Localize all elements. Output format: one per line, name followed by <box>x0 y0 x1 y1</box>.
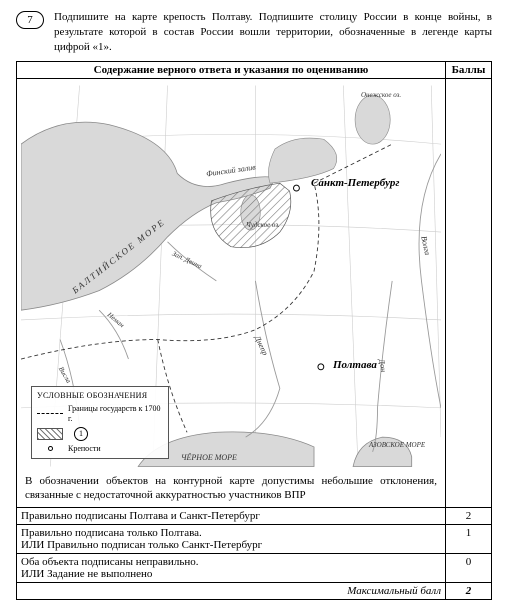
header-score: Баллы <box>446 61 492 78</box>
map-label-onega: Онежское оз. <box>361 91 401 99</box>
criterion-text: Правильно подписана только Полтава. ИЛИ … <box>17 525 446 554</box>
table-row: Правильно подписаны Полтава и Санкт-Пете… <box>17 508 492 525</box>
legend-title: УСЛОВНЫЕ ОБОЗНАЧЕНИЯ <box>37 391 163 401</box>
map-legend: УСЛОВНЫЕ ОБОЗНАЧЕНИЯ Границы государств … <box>31 386 169 459</box>
task-header: 7 Подпишите на карте крепость Полтаву. П… <box>16 10 492 55</box>
map-label-spb: Санкт-Петербург <box>311 177 399 189</box>
criterion-text: Правильно подписаны Полтава и Санкт-Пете… <box>17 508 446 525</box>
table-header-row: Содержание верного ответа и указания по … <box>17 61 492 78</box>
criterion-score: 1 <box>446 525 492 554</box>
legend-dot-icon <box>37 446 63 451</box>
map-label-black: ЧЁРНОЕ МОРЕ <box>181 453 237 462</box>
legend-circle-icon: 1 <box>68 427 94 441</box>
legend-border-label: Границы государств к 1700 г. <box>68 404 163 424</box>
map-score-cell <box>446 78 492 508</box>
rubric-table: Содержание верного ответа и указания по … <box>16 61 492 601</box>
task-number-badge: 7 <box>16 11 44 29</box>
map-row: Санкт-Петербург Полтава БАЛТИЙСКОЕ МОРЕ … <box>17 78 492 508</box>
map-cell: Санкт-Петербург Полтава БАЛТИЙСКОЕ МОРЕ … <box>17 78 446 508</box>
table-row: Правильно подписана только Полтава. ИЛИ … <box>17 525 492 554</box>
map-label-azov: АЗОВСКОЕ МОРЕ <box>369 441 425 449</box>
max-score-label: Максимальный балл <box>17 583 446 600</box>
criterion-score: 2 <box>446 508 492 525</box>
legend-row-fortress: Крепости <box>37 444 163 454</box>
criterion-text: Оба объекта подписаны неправильно. ИЛИ З… <box>17 554 446 583</box>
max-score-row: Максимальный балл 2 <box>17 583 492 600</box>
criterion-score: 0 <box>446 554 492 583</box>
table-row: Оба объекта подписаны неправильно. ИЛИ З… <box>17 554 492 583</box>
max-score-value: 2 <box>446 583 492 600</box>
map-label-chud: Чудское оз. <box>246 221 280 229</box>
legend-fortress-label: Крепости <box>68 444 101 454</box>
map-container: Санкт-Петербург Полтава БАЛТИЙСКОЕ МОРЕ … <box>21 81 441 471</box>
legend-row-hatch: 1 <box>37 427 163 441</box>
map-label-poltava: Полтава <box>333 359 377 371</box>
task-text: Подпишите на карте крепость Полтаву. Под… <box>54 10 492 55</box>
legend-hatch-icon <box>37 428 63 440</box>
header-main: Содержание верного ответа и указания по … <box>17 61 446 78</box>
legend-row-border: Границы государств к 1700 г. <box>37 404 163 424</box>
rubric-note: В обозначении объектов на контурной карт… <box>21 471 441 506</box>
legend-dash-icon <box>37 413 63 414</box>
